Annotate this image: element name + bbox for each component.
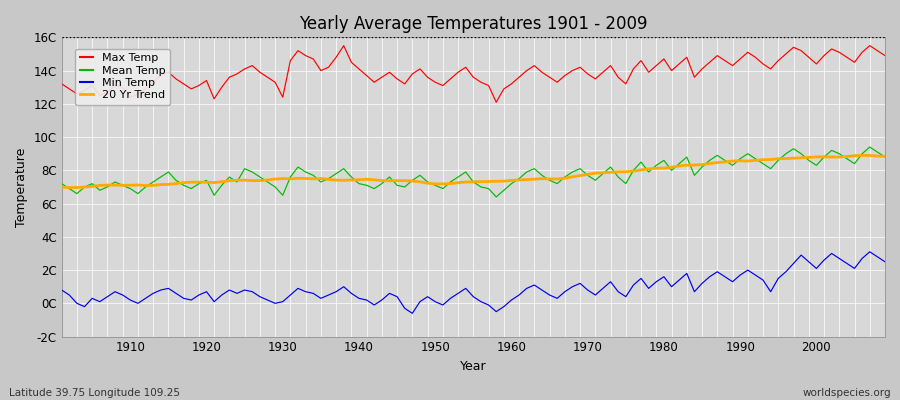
X-axis label: Year: Year xyxy=(460,360,487,373)
Legend: Max Temp, Mean Temp, Min Temp, 20 Yr Trend: Max Temp, Mean Temp, Min Temp, 20 Yr Tre… xyxy=(76,49,170,105)
Y-axis label: Temperature: Temperature xyxy=(15,147,28,227)
Text: worldspecies.org: worldspecies.org xyxy=(803,388,891,398)
Title: Yearly Average Temperatures 1901 - 2009: Yearly Average Temperatures 1901 - 2009 xyxy=(299,15,648,33)
Text: Latitude 39.75 Longitude 109.25: Latitude 39.75 Longitude 109.25 xyxy=(9,388,180,398)
